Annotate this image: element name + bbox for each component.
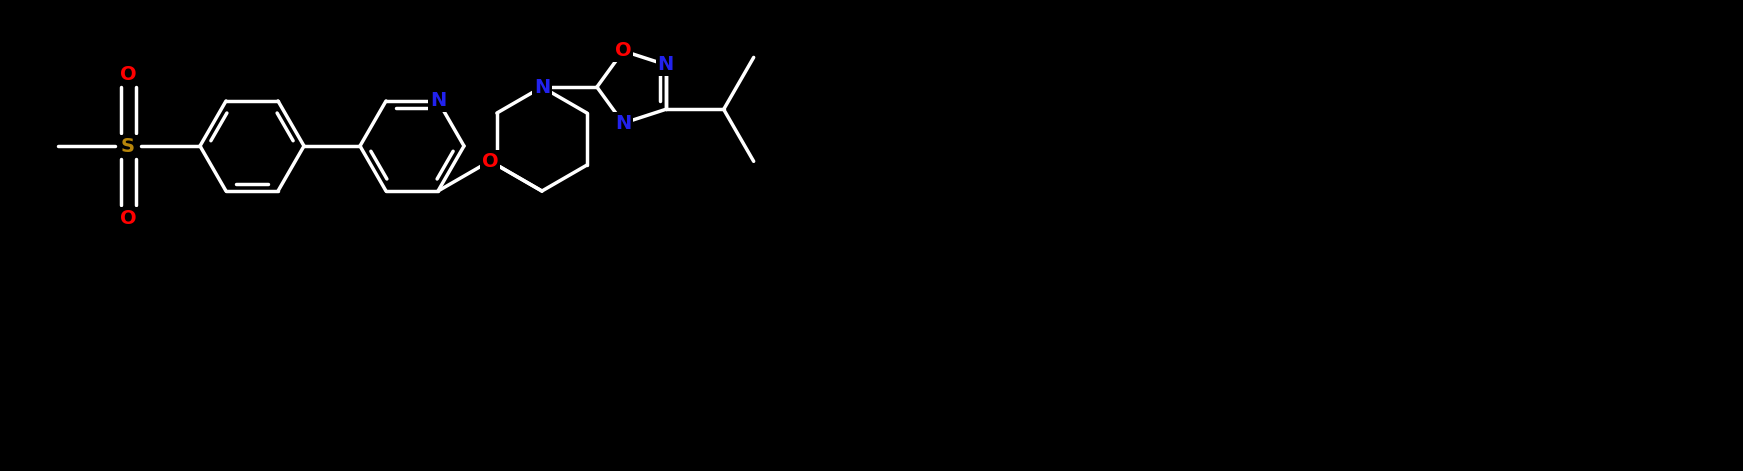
- Text: N: N: [533, 78, 551, 97]
- Text: S: S: [120, 137, 134, 155]
- Text: O: O: [120, 209, 136, 227]
- Text: N: N: [615, 114, 631, 133]
- Text: O: O: [481, 152, 498, 171]
- Text: N: N: [431, 91, 446, 111]
- Text: O: O: [120, 65, 136, 83]
- Text: O: O: [615, 41, 631, 60]
- Text: N: N: [657, 55, 675, 74]
